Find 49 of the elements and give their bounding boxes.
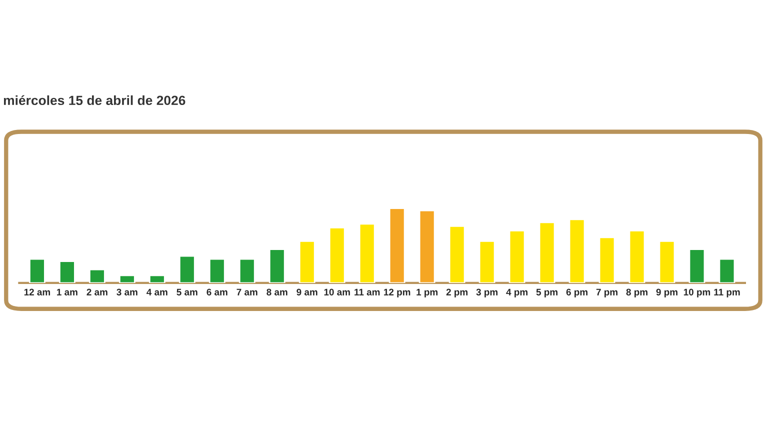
bar xyxy=(388,208,406,283)
bar xyxy=(148,274,166,283)
x-tick-label: 6 pm xyxy=(566,288,588,298)
x-tick-label: 1 am xyxy=(57,288,78,296)
bar xyxy=(268,248,286,283)
bar xyxy=(328,227,346,283)
bar xyxy=(418,210,436,283)
bar xyxy=(568,218,586,283)
x-tick-label: 12 am xyxy=(24,288,50,296)
x-tick-label: 7 pm xyxy=(596,288,618,298)
x-tick-label: 10 pm xyxy=(684,288,710,298)
bar xyxy=(208,258,226,283)
bar xyxy=(688,248,706,283)
bar xyxy=(598,236,616,283)
bar xyxy=(358,223,376,283)
bar xyxy=(118,274,136,283)
chart-title: miércoles 15 de abril de 2026 xyxy=(4,95,186,106)
x-tick-label: 11 pm xyxy=(714,288,740,298)
x-tick-label: 11 am xyxy=(354,288,380,296)
bar xyxy=(538,222,556,283)
bar xyxy=(658,240,676,283)
bar xyxy=(478,240,496,283)
x-tick-label: 9 pm xyxy=(656,288,678,298)
x-tick-label: 5 am xyxy=(176,288,198,296)
x-tick-label: 2 am xyxy=(86,288,108,296)
x-tick-label: 8 pm xyxy=(626,288,648,298)
bar xyxy=(178,255,196,283)
x-tick-label: 2 pm xyxy=(446,288,468,298)
x-tick-label: 9 am xyxy=(296,288,318,296)
x-tick-label: 10 am xyxy=(324,288,350,296)
bar xyxy=(29,258,46,283)
bar xyxy=(718,258,736,283)
x-tick-label: 8 am xyxy=(266,288,288,296)
bar xyxy=(58,260,76,283)
x-tick-label: 5 pm xyxy=(536,288,558,298)
x-tick-label: 7 am xyxy=(236,288,258,296)
bar xyxy=(238,258,256,283)
x-tick-label: 3 pm xyxy=(476,288,498,298)
bar xyxy=(508,230,526,283)
x-tick-label: 4 pm xyxy=(506,288,528,298)
x-tick-label: 4 am xyxy=(146,288,168,296)
x-tick-label: 6 am xyxy=(206,288,228,296)
x-tick-label: 1 pm xyxy=(416,288,438,298)
x-tick-label: 12 pm xyxy=(384,288,410,298)
bar xyxy=(448,226,466,283)
bar xyxy=(628,230,646,283)
x-tick-label: 3 am xyxy=(116,288,138,296)
bar xyxy=(298,240,316,283)
bar xyxy=(88,268,106,283)
